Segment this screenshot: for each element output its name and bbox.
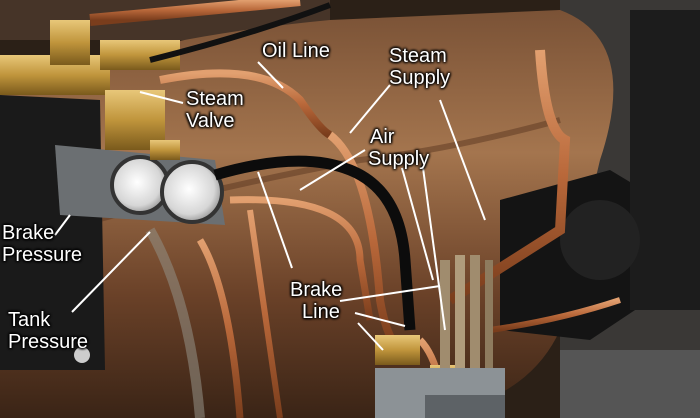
steam-supply-right-pipe	[447, 49, 571, 305]
label-oil-line-text: Oil Line	[262, 40, 330, 62]
air-supply-pipe	[229, 196, 374, 321]
leader-lines	[54, 61, 486, 351]
boiler-weld	[145, 227, 205, 418]
label-steam-valve-line-2: Valve	[186, 110, 235, 132]
label-steam-valve-line-1: Steam	[186, 88, 244, 110]
brake-pressure-gauge	[110, 155, 170, 215]
steam-valve-outlet	[150, 140, 180, 160]
label-brake-line-line-1: Brake	[290, 279, 343, 301]
label-brake-pressure: Brake Pressure	[2, 222, 82, 266]
copper-pipe-down-2	[247, 209, 283, 418]
label-tank-pressure-line-1: Tank	[8, 309, 51, 331]
brake-line-hose	[213, 155, 416, 331]
label-brake-pressure-line-2: Pressure	[2, 244, 83, 266]
label-steam-supply: Steam Supply	[389, 45, 450, 89]
label-steam-supply-line-2: Supply	[389, 67, 451, 89]
heat-fins	[440, 255, 493, 370]
lower-grey-box-panel	[425, 395, 505, 418]
black-cable-top	[149, 2, 332, 63]
label-steam-valve: Steam Valve	[186, 88, 244, 132]
label-tank-pressure: Tank Pressure	[8, 309, 88, 353]
label-brake-line: Brake Line	[290, 279, 342, 323]
panel-bolt	[74, 347, 90, 363]
label-air-supply: Air Supply	[368, 126, 429, 170]
tank-pressure-gauge	[160, 160, 224, 224]
label-oil-line: Oil Line	[262, 40, 330, 62]
fitting-round	[560, 200, 640, 280]
label-steam-supply-line-1: Steam	[389, 45, 447, 67]
label-air-supply-line-2: Supply	[368, 148, 430, 170]
copper-pipe-top	[89, 0, 301, 26]
steam-supply-pipe	[327, 131, 399, 348]
oil-line-pipe	[159, 69, 333, 139]
machinery-black	[630, 10, 700, 310]
copper-pipe-right-lower	[489, 297, 621, 333]
label-air-supply-line-1: Air	[370, 126, 395, 148]
label-brake-line-line-2: Line	[302, 301, 340, 323]
label-brake-pressure-line-1: Brake	[2, 222, 55, 244]
label-tank-pressure-line-2: Pressure	[8, 331, 89, 353]
brass-fitting-top	[50, 20, 90, 65]
floor-right	[560, 350, 700, 418]
copper-pipe-down-1	[196, 238, 244, 418]
